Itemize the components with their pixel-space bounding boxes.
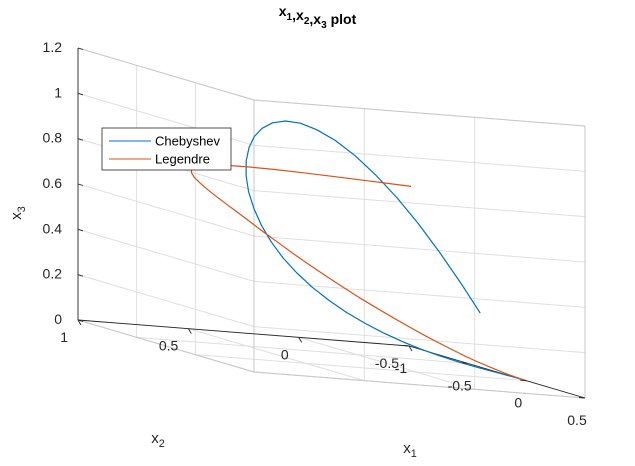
chart-title: x1,x2,x3 plot	[279, 3, 357, 31]
y-tick-mark	[77, 319, 82, 326]
grid-line-back-z	[77, 228, 255, 282]
y-axis-line	[77, 319, 410, 347]
y-tick-mark	[298, 337, 303, 343]
y-tick-label: -0.5	[375, 355, 399, 371]
z-tick-label: 0.8	[43, 130, 63, 146]
x-axis-label: x1	[403, 440, 417, 460]
x-tick-mark	[402, 345, 410, 347]
x-tick-mark	[578, 397, 586, 399]
grid-line-floor-y	[188, 328, 365, 382]
grid-line-side-z	[253, 190, 586, 218]
z-tick-mark	[77, 228, 84, 232]
grid-layer	[77, 47, 586, 399]
y-tick-mark	[187, 328, 192, 334]
z-tick-label: 0.6	[43, 175, 63, 191]
grid-line-floor-y	[298, 336, 475, 390]
y-tick-label: 0	[281, 346, 289, 362]
axis-layer	[77, 47, 586, 399]
z-tick-mark	[77, 274, 84, 277]
grid-line-side-z	[253, 144, 586, 172]
legend-label-chebyshev: Chebyshev	[155, 134, 221, 149]
x-tick-label: 0	[514, 395, 522, 411]
box-edge	[253, 371, 586, 399]
x-tick-label: -0.5	[448, 377, 472, 393]
z-tick-label: 0.4	[43, 220, 63, 236]
box-edge	[253, 99, 586, 127]
z-tick-mark	[77, 319, 84, 322]
x-tick-mark	[461, 362, 468, 364]
grid-line-back-z	[77, 274, 255, 328]
z-axis-label: x3	[8, 206, 28, 220]
z-tick-mark	[77, 92, 84, 96]
grid-line-back-z	[77, 183, 255, 237]
z-tick-mark	[77, 138, 84, 141]
z-tick-mark	[77, 47, 84, 50]
x-tick-mark	[520, 379, 527, 382]
grid-line-floor-x	[136, 336, 468, 364]
y-axis-label: x2	[151, 430, 165, 450]
series-line-chebyshev	[245, 120, 527, 382]
y-tick-mark	[408, 345, 413, 352]
box-edge	[77, 319, 255, 373]
grid-line-side-z	[253, 326, 586, 354]
z-tick-label: 0	[54, 311, 62, 327]
z-tick-label: 1.2	[43, 39, 63, 55]
grid-line-side-z	[253, 280, 586, 308]
box-edge	[77, 47, 255, 101]
z-tick-mark	[77, 183, 84, 186]
x-tick-label: 0.5	[567, 412, 587, 428]
x-tick-label: -1	[395, 360, 408, 376]
z-tick-label: 0.2	[43, 266, 63, 282]
legend: Chebyshev Legendre	[101, 127, 232, 171]
grid-line-floor-x	[195, 354, 527, 382]
y-tick-label: 1	[60, 329, 68, 345]
y-tick-label: 0.5	[159, 338, 179, 354]
series-line-legendre	[190, 164, 527, 382]
legend-box	[101, 127, 232, 171]
legend-label-legendre: Legendre	[155, 152, 210, 167]
grid-line-side-z	[253, 235, 586, 263]
z-tick-label: 1	[54, 84, 62, 100]
